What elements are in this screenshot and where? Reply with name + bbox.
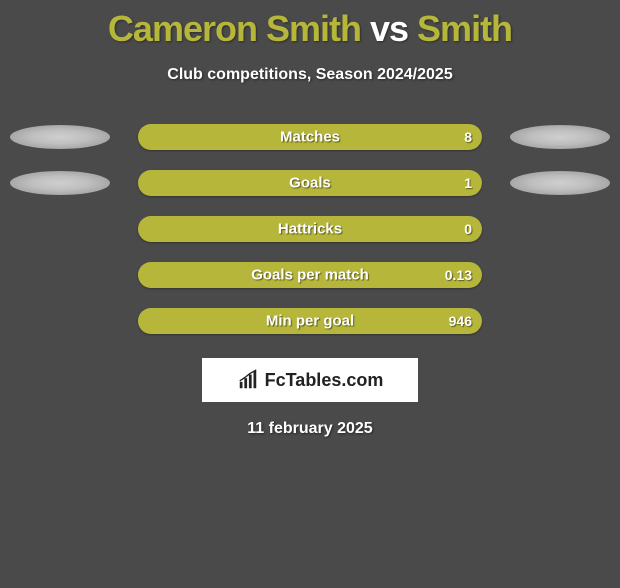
left-placeholder (10, 125, 110, 149)
stat-label: Min per goal (266, 313, 354, 330)
subtitle: Club competitions, Season 2024/2025 (0, 66, 620, 84)
left-placeholder (10, 309, 110, 333)
stat-row: Goals per match 0.13 (0, 262, 620, 288)
right-placeholder (510, 125, 610, 149)
left-placeholder (10, 171, 110, 195)
stat-row: Goals 1 (0, 170, 620, 196)
stat-value-right: 0.13 (445, 267, 472, 283)
stat-bar: Min per goal 946 (138, 308, 482, 334)
right-placeholder (510, 263, 610, 287)
stat-value-right: 1 (464, 175, 472, 191)
date-text: 11 february 2025 (0, 420, 620, 438)
stat-value-right: 8 (464, 129, 472, 145)
stat-label: Hattricks (278, 221, 342, 238)
stat-value-right: 0 (464, 221, 472, 237)
player2-name: Smith (417, 8, 512, 49)
stat-row: Min per goal 946 (0, 308, 620, 334)
logo-text: FcTables.com (265, 370, 384, 391)
stat-label: Matches (280, 129, 340, 146)
player1-name: Cameron Smith (108, 8, 361, 49)
chart-icon (237, 369, 259, 391)
stat-bar: Goals per match 0.13 (138, 262, 482, 288)
fctables-logo: FcTables.com (202, 358, 418, 402)
stat-row: Hattricks 0 (0, 216, 620, 242)
right-placeholder (510, 217, 610, 241)
stat-bar: Goals 1 (138, 170, 482, 196)
stat-label: Goals (289, 175, 331, 192)
vs-text: vs (370, 8, 408, 49)
right-placeholder (510, 309, 610, 333)
left-placeholder (10, 217, 110, 241)
stat-rows: Matches 8 Goals 1 Hattricks 0 Goals per match 0… (0, 124, 620, 334)
stat-label: Goals per match (251, 267, 369, 284)
stat-row: Matches 8 (0, 124, 620, 150)
stat-bar: Hattricks 0 (138, 216, 482, 242)
comparison-title: Cameron Smith vs Smith (0, 8, 620, 50)
stat-bar: Matches 8 (138, 124, 482, 150)
stat-value-right: 946 (449, 313, 472, 329)
right-placeholder (510, 171, 610, 195)
left-placeholder (10, 263, 110, 287)
